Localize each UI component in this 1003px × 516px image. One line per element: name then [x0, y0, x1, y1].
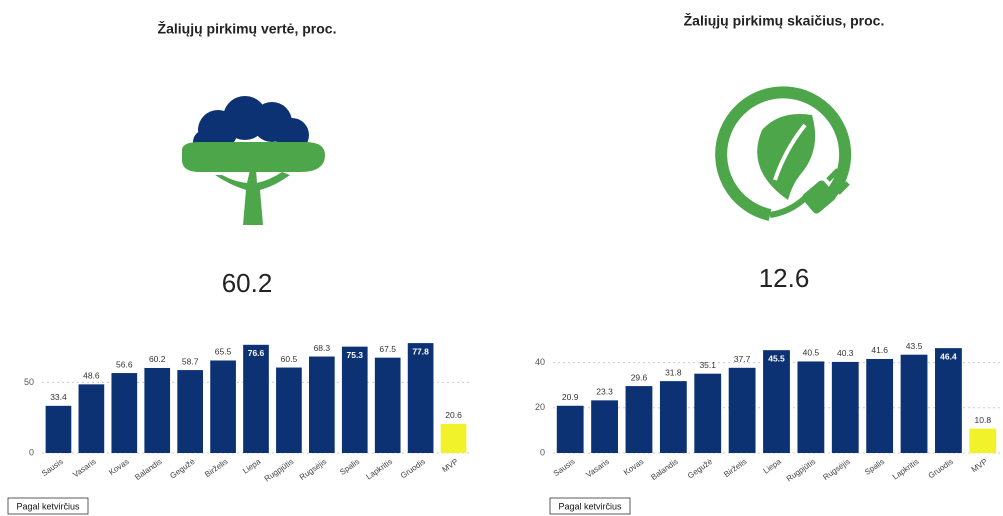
x-tick-label: Birželis: [203, 457, 229, 479]
x-tick-label: Rugpjūtis: [263, 457, 295, 484]
value-label: 46.4: [940, 351, 957, 361]
x-tick-label: Liepa: [241, 457, 263, 476]
value-label: 37.7: [734, 354, 751, 364]
value-label: 20.9: [562, 392, 579, 402]
bar: [625, 386, 653, 453]
bar: [935, 348, 962, 453]
kpi-value: 12.6: [759, 263, 810, 293]
tree-icon: [182, 96, 325, 225]
bar: [659, 381, 687, 453]
bar: [177, 370, 203, 453]
x-tick-label: Spalis: [863, 457, 886, 477]
x-tick-label: Vasaris: [584, 457, 611, 479]
x-tick-label: Lapkritis: [891, 457, 921, 481]
bar: [45, 405, 72, 453]
bar: [728, 367, 756, 453]
bar: [900, 354, 928, 453]
bar: [210, 360, 236, 453]
x-tick-label: Balandis: [649, 457, 679, 482]
x-tick-label: Gegužė: [168, 457, 197, 481]
x-tick-label: Sausis: [552, 457, 577, 478]
button: [7, 497, 89, 515]
chart-title: Žaliųjų pirkimų skaičius, proc.: [684, 12, 885, 29]
value-label: 60.2: [149, 354, 166, 364]
bar: [797, 361, 825, 453]
x-tick-label: Birželis: [722, 457, 748, 479]
bar: [694, 373, 722, 453]
x-tick-label: Kovas: [622, 457, 645, 477]
x-tick-label: Rugsėjis: [821, 457, 851, 482]
x-tick-label: Gruodis: [399, 457, 427, 480]
value-label: 10.8: [975, 415, 992, 425]
value-label: 40.5: [803, 348, 820, 358]
bar: [763, 350, 790, 453]
bar: [309, 356, 335, 453]
value-label: 35.1: [699, 360, 716, 370]
value-label: 45.5: [768, 353, 785, 363]
x-tick-label: Gruodis: [927, 457, 955, 480]
value-label: 56.6: [116, 359, 133, 369]
bar: [243, 344, 269, 453]
bar: [276, 367, 302, 453]
x-tick-label: Spalis: [338, 457, 361, 477]
value-label: 41.6: [871, 345, 888, 355]
value-label: 77.8: [412, 346, 429, 356]
bar: [407, 343, 434, 453]
x-tick-label: Rugpjūtis: [785, 457, 817, 484]
value-label: 60.5: [281, 354, 298, 364]
button: [549, 497, 631, 515]
bar: [341, 346, 368, 453]
button-label[interactable]: Pagal ketvirčius: [16, 501, 80, 511]
x-tick-label: Sausis: [40, 457, 65, 478]
x-tick-label: Liepa: [762, 457, 784, 476]
bar: [440, 423, 467, 453]
value-label: 23.3: [596, 387, 613, 397]
value-label: 33.4: [50, 392, 67, 402]
x-tick-label: Vasaris: [71, 457, 98, 479]
bar: [866, 358, 894, 453]
value-label: 76.6: [248, 348, 265, 358]
value-label: 48.6: [83, 371, 100, 381]
chart-title: Žaliųjų pirkimų vertė, proc.: [158, 20, 337, 37]
x-tick-label: Kovas: [107, 457, 130, 477]
y-tick-label: 40: [535, 357, 545, 367]
x-tick-label: Lapkritis: [364, 457, 394, 481]
value-label: 67.5: [379, 344, 396, 354]
kpi-value: 60.2: [222, 268, 273, 298]
value-label: 75.3: [346, 350, 363, 360]
x-tick-label: Rugsėjis: [298, 457, 328, 482]
x-tick-label: MVP: [441, 457, 460, 474]
value-label: 68.3: [314, 343, 331, 353]
bar: [969, 428, 997, 453]
value-label: 65.5: [215, 347, 232, 357]
bar: [144, 367, 171, 453]
y-tick-label: 50: [24, 377, 34, 387]
bar: [831, 361, 859, 453]
value-label: 29.6: [631, 372, 648, 382]
y-tick-label: 0: [540, 447, 545, 457]
bar: [78, 384, 105, 453]
value-label: 58.7: [182, 356, 199, 366]
x-tick-label: Gegužė: [686, 457, 715, 481]
value-label: 20.6: [445, 410, 462, 420]
bar: [556, 405, 584, 453]
y-tick-label: 0: [29, 447, 34, 457]
button-label[interactable]: Pagal ketvirčius: [558, 501, 622, 511]
value-label: 31.8: [665, 367, 682, 377]
bar: [111, 373, 138, 453]
bar: [374, 357, 401, 453]
y-tick-label: 20: [535, 402, 545, 412]
leaf-plug-icon: [715, 86, 852, 221]
value-label: 40.3: [837, 348, 854, 358]
value-label: 43.5: [906, 341, 923, 351]
bar: [591, 400, 618, 453]
x-tick-label: Balandis: [133, 457, 163, 482]
x-tick-label: MVP: [970, 457, 989, 474]
